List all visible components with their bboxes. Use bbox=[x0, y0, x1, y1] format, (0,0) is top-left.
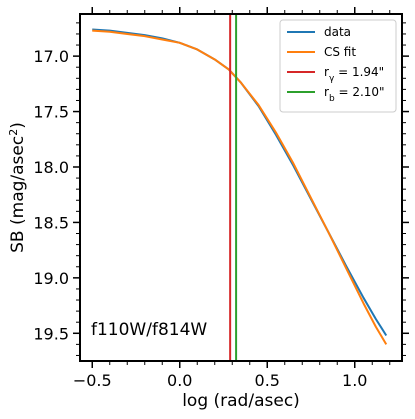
legend-label-cs-fit: CS fit bbox=[324, 45, 356, 59]
plot-frame bbox=[79, 13, 403, 362]
x-tick-label: −0.5 bbox=[73, 371, 112, 390]
legend-label-r-b-value: = 2.10" bbox=[335, 85, 385, 99]
x-tick-label: 0.0 bbox=[167, 371, 192, 390]
y-tick-label: 17.5 bbox=[33, 103, 69, 122]
x-tick-label: 1.0 bbox=[342, 371, 367, 390]
y-tick-label: 19.0 bbox=[33, 269, 69, 288]
legend-label-r-gamma-value: = 1.94" bbox=[334, 65, 384, 79]
legend: data CS fit rγ = 1.94" rb = 2.10" bbox=[279, 19, 397, 113]
y-axis-label-close: ) bbox=[8, 122, 28, 129]
y-axis-label-main: SB (mag/asec bbox=[8, 136, 28, 253]
legend-label-r-b: rb = 2.10" bbox=[324, 85, 385, 104]
legend-label-data: data bbox=[324, 25, 351, 39]
x-axis-label: log (rad/asec) bbox=[182, 391, 300, 411]
series-layer bbox=[92, 28, 388, 345]
vline-layer bbox=[229, 14, 238, 361]
tick-layer: −0.5 0.0 0.5 1.0 17.0 17.5 18.0 18.5 19.0 19.5 bbox=[33, 7, 409, 390]
y-tick-label: 19.5 bbox=[33, 324, 69, 343]
legend-label-r-gamma: rγ = 1.94" bbox=[324, 65, 384, 84]
y-tick-label: 18.5 bbox=[33, 213, 69, 232]
legend-label-r-b-sub: b bbox=[329, 94, 335, 104]
series-line-cs-fit bbox=[92, 29, 388, 345]
panel-annotation: f110W/f814W bbox=[91, 320, 207, 340]
y-axis-label-superscript: 2 bbox=[7, 129, 20, 136]
y-tick-label: 18.0 bbox=[33, 158, 69, 177]
legend-label-r-b-prefix: r bbox=[324, 85, 329, 99]
legend-label-r-gamma-sub: γ bbox=[329, 74, 335, 84]
legend-label-r-gamma-prefix: r bbox=[324, 65, 329, 79]
y-tick-label: 17.0 bbox=[33, 47, 69, 66]
x-tick-label: 0.5 bbox=[255, 371, 280, 390]
legend-box bbox=[279, 19, 397, 113]
y-axis-label: SB (mag/asec2) bbox=[7, 122, 29, 253]
